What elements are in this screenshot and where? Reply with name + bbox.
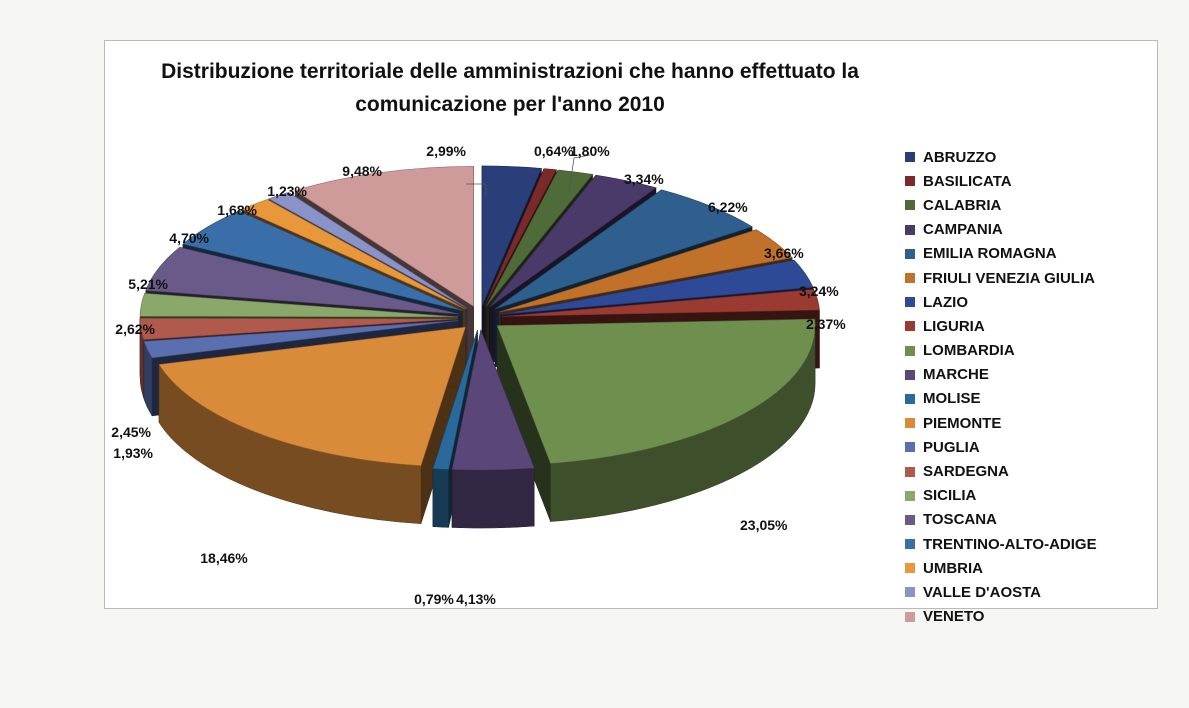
legend-swatch xyxy=(905,297,915,308)
legend-label: BASILICATA xyxy=(923,172,1012,190)
legend-item: ABRUZZO xyxy=(905,145,1155,169)
legend-label: LIGURIA xyxy=(923,317,985,335)
data-label-lazio: 3,24% xyxy=(799,283,839,299)
pie-slice-lombardia xyxy=(496,318,816,522)
pie-slice-piemonte xyxy=(158,326,466,524)
legend-label: TRENTINO-ALTO-ADIGE xyxy=(923,535,1097,553)
legend-label: TOSCANA xyxy=(923,511,997,529)
legend-item: VALLE D'AOSTA xyxy=(905,580,1155,604)
legend-swatch xyxy=(905,466,915,477)
data-label-veneto: 9,48% xyxy=(342,163,382,179)
legend-swatch xyxy=(905,345,915,356)
legend-swatch xyxy=(905,176,915,187)
legend-label: SICILIA xyxy=(923,487,977,505)
legend-swatch xyxy=(905,200,915,211)
data-label-calabria: 1,80% xyxy=(570,143,610,159)
data-label-sardegna: 2,45% xyxy=(111,424,151,440)
leader-line xyxy=(466,183,487,196)
legend-swatch xyxy=(905,563,915,574)
data-label-liguria: 2,37% xyxy=(806,316,846,332)
legend-swatch xyxy=(905,273,915,284)
data-label-molise: 0,79% xyxy=(414,591,454,607)
data-label-trentino-alto-adige: 4,70% xyxy=(169,230,209,246)
legend-swatch xyxy=(905,539,915,550)
legend-label: LOMBARDIA xyxy=(923,342,1015,360)
legend-label: SARDEGNA xyxy=(923,463,1009,481)
chart-title-line-2: comunicazione per l'anno 2010 xyxy=(355,93,665,116)
legend-item: MARCHE xyxy=(905,363,1155,387)
legend-swatch xyxy=(905,490,915,501)
legend-label: CALABRIA xyxy=(923,196,1002,214)
data-label-sicilia: 2,62% xyxy=(115,321,155,337)
data-label-umbria: 1,68% xyxy=(217,202,257,218)
data-label-piemonte: 18,46% xyxy=(200,550,248,566)
legend-swatch xyxy=(905,369,915,380)
legend-label: FRIULI VENEZIA GIULIA xyxy=(923,269,1095,287)
legend-label: UMBRIA xyxy=(923,559,983,577)
legend-item: LIGURIA xyxy=(905,314,1155,338)
data-label-basilicata: 0,64% xyxy=(534,143,574,159)
legend-label: VALLE D'AOSTA xyxy=(923,583,1042,601)
legend-item: TRENTINO-ALTO-ADIGE xyxy=(905,532,1155,556)
legend-label: MARCHE xyxy=(923,366,989,384)
legend-item: SICILIA xyxy=(905,484,1155,508)
legend-item: FRIULI VENEZIA GIULIA xyxy=(905,266,1155,290)
legend-label: ABRUZZO xyxy=(923,148,997,166)
legend-item: SARDEGNA xyxy=(905,459,1155,483)
data-label-valle-d-aosta: 1,23% xyxy=(267,183,307,199)
legend-label: PUGLIA xyxy=(923,438,980,456)
legend-label: EMILIA ROMAGNA xyxy=(923,245,1057,263)
legend-swatch xyxy=(905,393,915,404)
legend-swatch xyxy=(905,224,915,235)
legend-item: PIEMONTE xyxy=(905,411,1155,435)
legend-item: BASILICATA xyxy=(905,169,1155,193)
legend-label: LAZIO xyxy=(923,293,968,311)
data-label-emilia-romagna: 6,22% xyxy=(708,199,748,215)
legend-item: UMBRIA xyxy=(905,556,1155,580)
legend-swatch xyxy=(905,442,915,453)
chart-title: Distribuzione territoriale delle amminis… xyxy=(110,55,910,121)
legend-label: VENETO xyxy=(923,608,985,626)
legend-item: CAMPANIA xyxy=(905,218,1155,242)
legend-label: CAMPANIA xyxy=(923,221,1003,239)
legend-item: MOLISE xyxy=(905,387,1155,411)
data-label-lombardia: 23,05% xyxy=(740,517,788,533)
legend-item: VENETO xyxy=(905,605,1155,629)
legend: ABRUZZO BASILICATA CALABRIA CAMPANIA EMILIA … xyxy=(905,145,1155,629)
pie-slice-marche xyxy=(451,329,535,529)
data-label-campania: 3,34% xyxy=(624,171,664,187)
legend-item: CALABRIA xyxy=(905,193,1155,217)
legend-swatch xyxy=(905,418,915,429)
legend-label: PIEMONTE xyxy=(923,414,1002,432)
leader-line xyxy=(568,154,591,193)
chart-title-line-1: Distribuzione territoriale delle amminis… xyxy=(161,60,859,83)
legend-swatch xyxy=(905,248,915,259)
legend-item: TOSCANA xyxy=(905,508,1155,532)
legend-item: EMILIA ROMAGNA xyxy=(905,242,1155,266)
data-label-puglia: 1,93% xyxy=(113,445,153,461)
data-label-abruzzo: 2,99% xyxy=(426,143,466,159)
legend-item: LAZIO xyxy=(905,290,1155,314)
data-label-friuli-venezia-giulia: 3,66% xyxy=(764,245,804,261)
legend-swatch xyxy=(905,611,915,622)
legend-swatch xyxy=(905,514,915,525)
data-label-toscana: 5,21% xyxy=(128,276,168,292)
legend-swatch xyxy=(905,321,915,332)
legend-item: LOMBARDIA xyxy=(905,339,1155,363)
data-label-marche: 4,13% xyxy=(456,591,496,607)
legend-item: PUGLIA xyxy=(905,435,1155,459)
legend-swatch xyxy=(905,587,915,598)
legend-label: MOLISE xyxy=(923,390,981,408)
legend-swatch xyxy=(905,152,915,163)
